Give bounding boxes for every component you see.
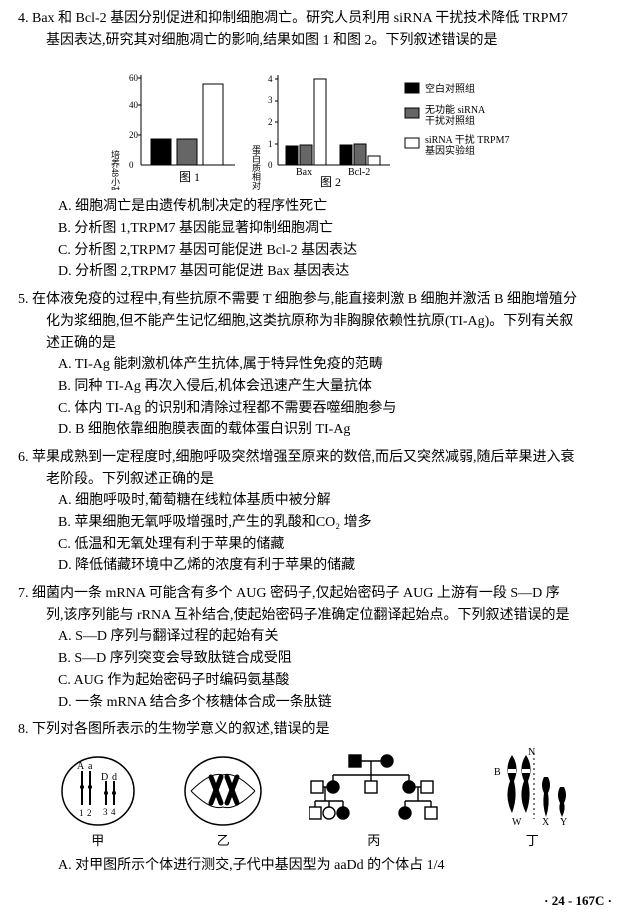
svg-text:a: a <box>88 761 93 772</box>
svg-text:Bcl-2: Bcl-2 <box>348 167 370 178</box>
svg-text:Bax: Bax <box>296 167 312 178</box>
svg-text:siRNA 干扰 TRPM7: siRNA 干扰 TRPM7 <box>425 133 509 146</box>
svg-text:4: 4 <box>268 74 273 84</box>
question-6: 6. 苹果成熟到一定程度时,细胞呼吸突然增强至原来的数倍,而后又突然减弱,随后苹… <box>18 447 622 577</box>
fig2-label: 图 2 <box>320 175 341 189</box>
q5-optB: B. 同种 TI-Ag 再次入侵后,机体会迅速产生大量抗体 <box>18 376 622 398</box>
fig2-group: 蛋白质相对表达量 0 1 2 3 4 <box>251 74 390 190</box>
fig1-bar-2 <box>177 139 197 165</box>
svg-text:1: 1 <box>268 139 273 149</box>
fig-yi-svg <box>181 753 265 829</box>
fig-jia-svg: A a 1 2 D d 3 4 <box>58 753 138 829</box>
svg-text:空白对照组: 空白对照组 <box>425 82 475 95</box>
q5-optA: A. TI-Ag 能刺激机体产生抗体,属于特异性免疫的范畴 <box>18 354 622 376</box>
page-footer: · 24 - 167C · <box>544 891 612 911</box>
q8-stem: 8. 下列对各图所表示的生物学意义的叙述,错误的是 <box>18 719 622 741</box>
svg-text:d: d <box>112 772 117 783</box>
question-5: 5. 在体液免疫的过程中,有些抗原不需要 T 细胞参与,能直接刺激 B 细胞并激… <box>18 289 622 441</box>
q4-optC: C. 分析图 2,TRPM7 基因可能促进 Bcl-2 基因表达 <box>18 240 622 262</box>
q4-stem-line1: 4. Bax 和 Bcl-2 基因分别促进和抑制细胞凋亡。研究人员利用 siRN… <box>18 8 622 30</box>
fig-yi-label: 乙 <box>217 831 230 851</box>
q5-optC: C. 体内 TI-Ag 的识别和清除过程都不需要吞噬细胞参与 <box>18 398 622 420</box>
svg-text:干扰对照组: 干扰对照组 <box>425 114 475 127</box>
q7-stem-l2: 列,该序列能与 rRNA 互补结合,使起始密码子准确定位翻译起始点。下列叙述错误… <box>18 605 622 627</box>
svg-text:N: N <box>528 747 535 758</box>
svg-text:4: 4 <box>111 807 116 817</box>
q7-optA: A. S—D 序列与翻译过程的起始有关 <box>18 626 622 648</box>
svg-text:0: 0 <box>268 160 273 170</box>
svg-text:1: 1 <box>79 808 84 818</box>
q4-stem-line2: 基因表达,研究其对细胞凋亡的影响,结果如图 1 和图 2。下列叙述错误的是 <box>18 30 622 52</box>
svg-text:A: A <box>77 761 85 772</box>
fig-yi: 乙 <box>181 753 265 851</box>
svg-text:无功能 siRNA: 无功能 siRNA <box>425 103 486 116</box>
svg-text:60: 60 <box>129 73 139 83</box>
question-8: 8. 下列对各图所表示的生物学意义的叙述,错误的是 A a 1 2 D d 3 <box>18 719 622 877</box>
svg-text:0: 0 <box>129 160 134 170</box>
q7-optC: C. AUG 作为起始密码子时编码氨基酸 <box>18 670 622 692</box>
q6-optD: D. 降低储藏环境中乙烯的浓度有利于苹果的储藏 <box>18 555 622 577</box>
fig1-ylabel: 培养48小时细胞凋亡率/% <box>110 149 120 190</box>
q4-optA: A. 细胞凋亡是由遗传机制决定的程序性死亡 <box>18 196 622 218</box>
fig-jia: A a 1 2 D d 3 4 甲 <box>58 753 138 851</box>
fig1-group: 培养48小时细胞凋亡率/% 0 20 40 60 图 1 <box>110 73 235 190</box>
fig-ding-label: 丁 <box>526 831 539 851</box>
q6-stem-l2: 老阶段。下列叙述正确的是 <box>18 469 622 491</box>
svg-text:X: X <box>542 817 550 828</box>
svg-text:20: 20 <box>129 130 139 140</box>
fig2-ylabel: 蛋白质相对表达量 <box>251 145 261 190</box>
q6-optC: C. 低温和无氧处理有利于苹果的储藏 <box>18 534 622 556</box>
svg-text:W: W <box>512 817 522 828</box>
q5-optD: D. B 细胞依靠细胞膜表面的载体蛋白识别 TI-Ag <box>18 419 622 441</box>
svg-text:2: 2 <box>268 117 273 127</box>
q6-optA: A. 细胞呼吸时,葡萄糖在线粒体基质中被分解 <box>18 490 622 512</box>
fig-bing: 丙 <box>309 753 439 851</box>
fig-jia-label: 甲 <box>91 831 104 851</box>
svg-text:3: 3 <box>268 95 273 105</box>
fig-bing-svg <box>309 753 439 829</box>
q4-legend: 空白对照组 无功能 siRNA 干扰对照组 siRNA 干扰 TRPM7 基因实… <box>405 82 509 157</box>
q4-optB: B. 分析图 1,TRPM7 基因能显著抑制细胞凋亡 <box>18 218 622 240</box>
q4-optD: D. 分析图 2,TRPM7 基因可能促进 Bax 基因表达 <box>18 261 622 283</box>
fig1-bar-1 <box>151 139 171 165</box>
svg-text:2: 2 <box>87 808 92 818</box>
q4-charts-svg: 培养48小时细胞凋亡率/% 0 20 40 60 图 1 <box>105 55 535 190</box>
question-4: 4. Bax 和 Bcl-2 基因分别促进和抑制细胞凋亡。研究人员利用 siRN… <box>18 8 622 283</box>
q5-stem-l2: 化为浆细胞,但不能产生记忆细胞,这类抗原称为非胸腺依赖性抗原(TI-Ag)。下列… <box>18 311 622 333</box>
fig-ding-svg: N B W X Y <box>482 747 582 829</box>
svg-text:3: 3 <box>103 807 108 817</box>
q6-optB: B. 苹果细胞无氧呼吸增强时,产生的乳酸和CO₂ 增多 <box>18 512 622 534</box>
fig-ding: N B W X Y 丁 <box>482 747 582 851</box>
svg-text:40: 40 <box>129 100 139 110</box>
q5-stem-l3: 述正确的是 <box>18 333 622 355</box>
question-7: 7. 细菌内一条 mRNA 可能含有多个 AUG 密码子,仅起始密码子 AUG … <box>18 583 622 713</box>
svg-text:B: B <box>494 767 501 778</box>
fig-bing-label: 丙 <box>367 831 380 851</box>
svg-text:D: D <box>101 772 108 783</box>
q6-stem-l1: 6. 苹果成熟到一定程度时,细胞呼吸突然增强至原来的数倍,而后又突然减弱,随后苹… <box>18 447 622 469</box>
q7-optD: D. 一条 mRNA 结合多个核糖体合成一条肽链 <box>18 692 622 714</box>
svg-text:基因实验组: 基因实验组 <box>425 144 475 157</box>
svg-text:Y: Y <box>560 817 567 828</box>
q7-stem-l1: 7. 细菌内一条 mRNA 可能含有多个 AUG 密码子,仅起始密码子 AUG … <box>18 583 622 605</box>
q8-optA: A. 对甲图所示个体进行测交,子代中基因型为 aaDd 的个体占 1/4 <box>18 855 622 877</box>
q4-figures: 培养48小时细胞凋亡率/% 0 20 40 60 图 1 <box>18 55 622 190</box>
fig1-bar-3 <box>203 84 223 165</box>
q7-optB: B. S—D 序列突变会导致肽链合成受阻 <box>18 648 622 670</box>
q5-stem-l1: 5. 在体液免疫的过程中,有些抗原不需要 T 细胞参与,能直接刺激 B 细胞并激… <box>18 289 622 311</box>
q8-figures: A a 1 2 D d 3 4 甲 <box>18 747 622 851</box>
fig1-label: 图 1 <box>179 170 200 184</box>
